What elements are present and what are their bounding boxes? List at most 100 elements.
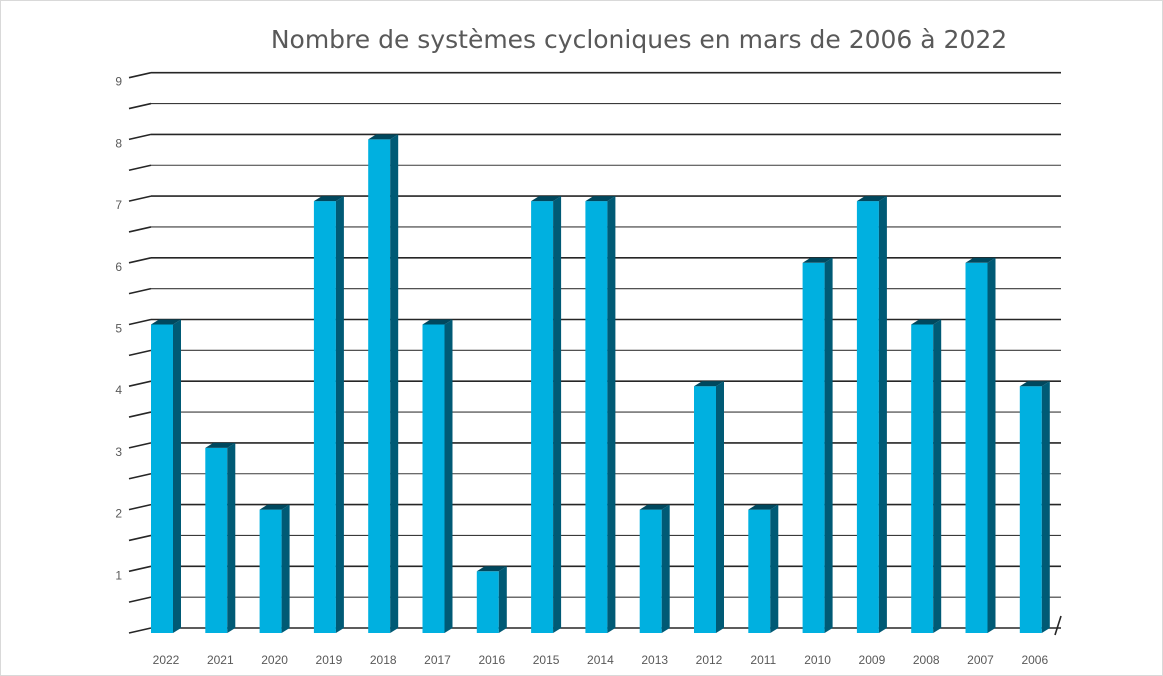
axis-depth-tick bbox=[128, 503, 152, 511]
x-tick-label: 2017 bbox=[424, 653, 451, 667]
bar-side bbox=[281, 504, 290, 633]
bar-front bbox=[476, 571, 499, 633]
bar-top bbox=[531, 196, 562, 202]
bar-top bbox=[802, 257, 833, 263]
axis-depth-tick bbox=[128, 627, 152, 634]
bar bbox=[1019, 381, 1050, 633]
bar-front bbox=[694, 386, 716, 633]
axis-depth-tick bbox=[128, 287, 152, 295]
y-tick-label: 4 bbox=[115, 383, 122, 397]
bar-side bbox=[607, 196, 616, 633]
chart-title: Nombre de systèmes cycloniques en mars d… bbox=[270, 25, 1008, 54]
y-tick-labels: 1 2 3 4 5 6 7 8 9 bbox=[115, 75, 122, 583]
bar-front bbox=[748, 509, 771, 633]
bar bbox=[585, 196, 616, 633]
bar bbox=[368, 134, 399, 633]
bar-side bbox=[824, 257, 833, 633]
bar-side bbox=[770, 504, 779, 633]
bar-side bbox=[661, 504, 670, 633]
bar-side bbox=[173, 319, 181, 633]
axis-depth-tick bbox=[128, 411, 152, 418]
axis-depth-tick bbox=[128, 596, 152, 603]
bar-top bbox=[205, 442, 236, 448]
bar-side bbox=[227, 442, 236, 633]
bar-side bbox=[498, 566, 507, 633]
bar-top bbox=[151, 319, 181, 325]
bar-side bbox=[335, 196, 344, 633]
bar-front bbox=[802, 262, 825, 633]
bar-top bbox=[965, 257, 996, 263]
y-tick-label: 1 bbox=[115, 568, 122, 582]
bar-top bbox=[911, 319, 942, 325]
bar-top bbox=[313, 196, 344, 202]
bar bbox=[205, 442, 236, 633]
bar-front bbox=[531, 201, 554, 633]
bar-top bbox=[856, 196, 887, 202]
bar-front bbox=[1019, 386, 1042, 633]
axis-depth-tick bbox=[128, 442, 152, 449]
bar-top bbox=[259, 504, 290, 510]
bar bbox=[422, 319, 453, 633]
bar-front bbox=[313, 201, 336, 633]
bar bbox=[476, 566, 507, 633]
x-tick-label: 2013 bbox=[641, 653, 668, 667]
bar-front bbox=[259, 509, 282, 633]
bar-top bbox=[368, 134, 399, 140]
bar-front bbox=[368, 139, 391, 633]
axis-depth-tick bbox=[128, 195, 152, 202]
bar-front bbox=[639, 509, 662, 633]
bar-side bbox=[716, 381, 724, 633]
bar bbox=[151, 319, 181, 633]
x-tick-label: 2009 bbox=[859, 653, 886, 667]
x-tick-label: 2016 bbox=[478, 653, 505, 667]
x-tick-label: 2011 bbox=[750, 653, 776, 667]
y-tick-label: 3 bbox=[115, 445, 122, 459]
bar-front bbox=[965, 262, 988, 633]
axis-depth-tick bbox=[128, 102, 152, 110]
axis-depth-tick bbox=[128, 318, 152, 326]
axis-depth-tick bbox=[128, 472, 152, 480]
bar-top bbox=[422, 319, 453, 325]
axis-depth-tick bbox=[128, 164, 152, 172]
bar-top bbox=[1019, 381, 1050, 387]
bar-front bbox=[151, 324, 173, 633]
y-tick-label: 7 bbox=[115, 198, 122, 212]
bar bbox=[856, 196, 887, 633]
y-tick-label: 6 bbox=[115, 260, 122, 274]
x-tick-label: 2021 bbox=[207, 653, 234, 667]
axis-depth-tick bbox=[128, 226, 152, 233]
x-tick-label: 2014 bbox=[587, 653, 614, 667]
bar-side bbox=[390, 134, 399, 633]
x-tick-label: 2022 bbox=[153, 653, 180, 667]
x-tick-label: 2018 bbox=[370, 653, 397, 667]
bar bbox=[965, 257, 996, 633]
bar-front bbox=[911, 324, 934, 633]
bar-side bbox=[444, 319, 453, 633]
x-tick-label: 2010 bbox=[804, 653, 831, 667]
bars bbox=[151, 134, 1050, 633]
x-tick-label: 2020 bbox=[261, 653, 288, 667]
bar bbox=[531, 196, 562, 633]
y-tick-label: 8 bbox=[115, 136, 122, 150]
bar-top bbox=[585, 196, 616, 202]
axis-depth-tick bbox=[128, 71, 152, 79]
axis-depth-tick bbox=[128, 534, 152, 542]
axis-depth-tick bbox=[128, 565, 152, 573]
bar-side bbox=[878, 196, 887, 633]
bar-top bbox=[748, 504, 779, 510]
bar-side bbox=[933, 319, 942, 633]
bar-front bbox=[422, 324, 445, 633]
bar bbox=[694, 381, 724, 633]
bar bbox=[313, 196, 344, 633]
y-tick-label: 2 bbox=[115, 507, 122, 521]
axis-depth-tick bbox=[128, 257, 152, 264]
bar-front bbox=[205, 447, 228, 633]
axis-depth-tick bbox=[128, 133, 152, 141]
bar-top bbox=[476, 566, 507, 572]
bar bbox=[639, 504, 670, 633]
floor-edge bbox=[1054, 615, 1062, 636]
x-tick-label: 2007 bbox=[967, 653, 994, 667]
x-tick-label: 2015 bbox=[533, 653, 560, 667]
